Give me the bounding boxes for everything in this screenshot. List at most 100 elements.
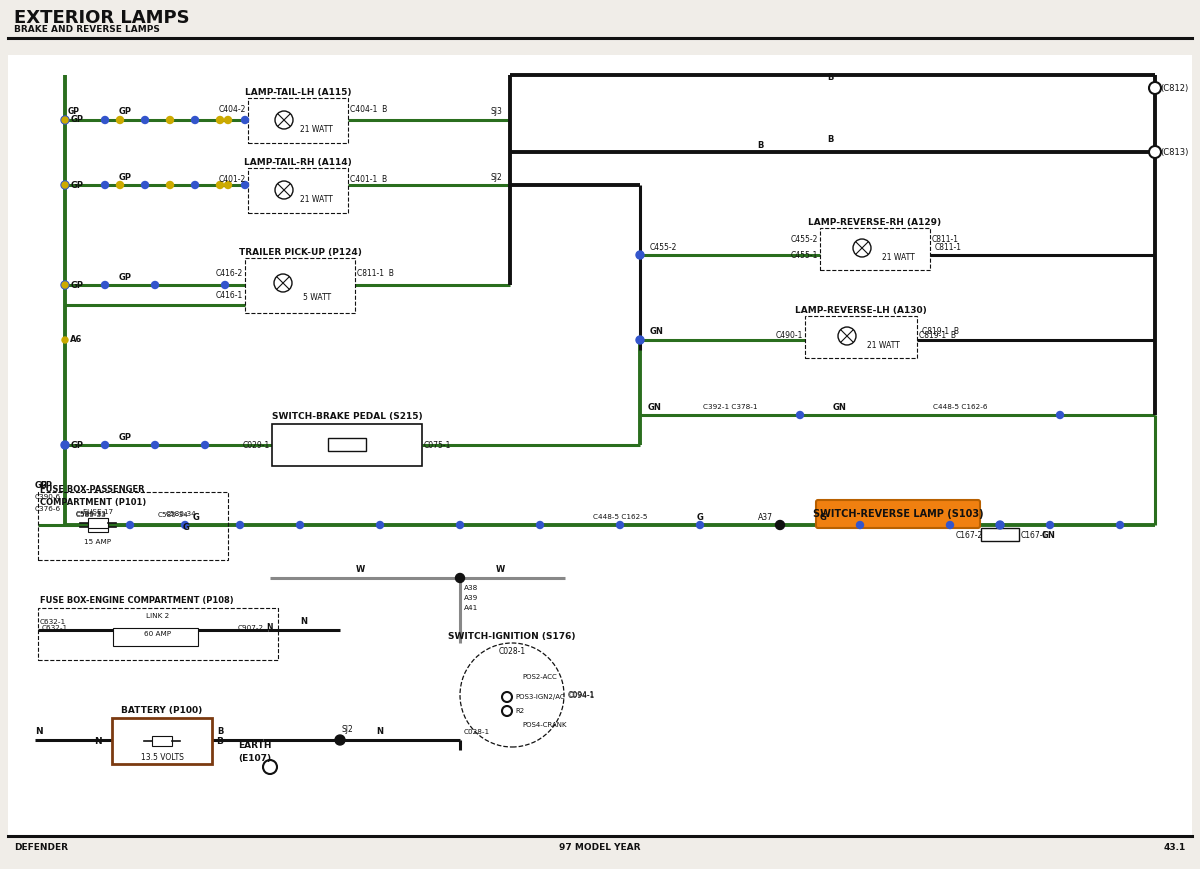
Text: A6: A6 (70, 335, 83, 344)
Circle shape (151, 282, 158, 289)
Text: C167-1: C167-1 (1021, 530, 1049, 540)
Text: 97 MODEL YEAR: 97 MODEL YEAR (559, 844, 641, 852)
Circle shape (275, 111, 293, 129)
Text: 21 WATT: 21 WATT (866, 342, 899, 350)
Circle shape (236, 521, 244, 528)
Circle shape (857, 521, 864, 528)
Text: GP: GP (71, 116, 84, 124)
Circle shape (456, 521, 463, 528)
Circle shape (116, 116, 124, 123)
Circle shape (947, 521, 954, 528)
Text: C580-34: C580-34 (158, 512, 188, 518)
Text: EXTERIOR LAMPS: EXTERIOR LAMPS (14, 9, 190, 27)
Text: C589-33: C589-33 (76, 512, 107, 518)
Circle shape (61, 116, 70, 124)
Text: N: N (35, 727, 43, 737)
Circle shape (126, 521, 133, 528)
Circle shape (192, 116, 198, 123)
Text: GP: GP (68, 108, 80, 116)
FancyBboxPatch shape (816, 500, 980, 528)
Circle shape (797, 412, 804, 419)
Text: G: G (820, 513, 827, 521)
Bar (88, 522, 108, 532)
Circle shape (1046, 521, 1054, 528)
Circle shape (275, 181, 293, 199)
Circle shape (263, 760, 277, 774)
Circle shape (502, 706, 512, 716)
Text: C819-1  B: C819-1 B (922, 328, 959, 336)
Text: LAMP-REVERSE-RH (A129): LAMP-REVERSE-RH (A129) (809, 217, 942, 227)
Text: C094-1: C094-1 (569, 692, 595, 698)
Circle shape (1150, 146, 1162, 158)
Text: C455-1: C455-1 (791, 251, 818, 261)
Text: 21 WATT: 21 WATT (882, 254, 914, 262)
Text: G: G (696, 513, 703, 521)
Text: (C813): (C813) (1160, 148, 1188, 156)
Bar (38, 492, 228, 560)
Circle shape (224, 116, 232, 123)
Text: 13.5 VOLTS: 13.5 VOLTS (140, 753, 184, 762)
Text: W: W (496, 566, 505, 574)
Text: C028-1: C028-1 (498, 647, 526, 655)
Circle shape (776, 521, 784, 528)
Circle shape (61, 281, 70, 289)
Circle shape (216, 116, 223, 123)
Circle shape (636, 251, 644, 259)
Text: C448-5 C162-6: C448-5 C162-6 (932, 404, 988, 410)
Text: LAMP-TAIL-LH (A115): LAMP-TAIL-LH (A115) (245, 88, 352, 96)
Circle shape (216, 182, 223, 189)
Text: COMPARTMENT (P101): COMPARTMENT (P101) (40, 497, 146, 507)
Text: N: N (94, 737, 102, 746)
Text: 43.1: 43.1 (1164, 844, 1186, 852)
Text: A37: A37 (758, 513, 773, 521)
Text: GP: GP (71, 281, 84, 289)
Bar (982, 528, 1019, 541)
Circle shape (167, 116, 174, 123)
Text: FUSE 17: FUSE 17 (83, 509, 113, 515)
Text: LAMP-REVERSE-LH (A130): LAMP-REVERSE-LH (A130) (796, 306, 926, 315)
Text: GP: GP (119, 433, 132, 441)
Text: C632-1: C632-1 (42, 625, 68, 631)
Text: C404-1  B: C404-1 B (350, 105, 388, 115)
Circle shape (202, 441, 209, 448)
Circle shape (241, 182, 248, 189)
Text: GN: GN (648, 402, 662, 412)
Circle shape (617, 521, 624, 528)
Text: GP: GP (119, 108, 132, 116)
Circle shape (996, 521, 1004, 529)
Circle shape (1056, 412, 1063, 419)
Text: POS3-IGN2/AC: POS3-IGN2/AC (515, 694, 565, 700)
Text: C811-1: C811-1 (932, 235, 959, 244)
Circle shape (241, 116, 248, 123)
Text: C392-1 C378-1: C392-1 C378-1 (703, 404, 757, 410)
Circle shape (142, 116, 149, 123)
Text: N: N (300, 618, 307, 627)
Text: C632-1: C632-1 (40, 619, 66, 625)
Bar (38, 608, 278, 660)
Circle shape (151, 441, 158, 448)
Text: GP: GP (119, 173, 132, 182)
Text: GP: GP (71, 441, 84, 449)
Bar (112, 718, 212, 764)
Text: C028-1: C028-1 (464, 729, 490, 735)
Circle shape (62, 182, 68, 188)
Circle shape (167, 182, 174, 189)
Text: B: B (217, 727, 223, 737)
Circle shape (61, 181, 70, 189)
Circle shape (274, 274, 292, 292)
Text: G: G (193, 513, 200, 521)
Circle shape (775, 521, 785, 529)
Circle shape (62, 337, 68, 343)
Text: C167-2: C167-2 (955, 530, 983, 540)
Text: SJ3: SJ3 (490, 108, 502, 116)
Circle shape (116, 182, 124, 189)
Text: 15 AMP: 15 AMP (84, 539, 112, 545)
Text: C404-2: C404-2 (218, 105, 246, 115)
Text: B: B (757, 141, 763, 149)
Text: LINK 2: LINK 2 (146, 613, 169, 619)
Text: SWITCH-REVERSE LAMP (S103): SWITCH-REVERSE LAMP (S103) (812, 509, 983, 519)
Circle shape (102, 441, 108, 448)
Text: C401-1  B: C401-1 B (350, 176, 388, 184)
Circle shape (377, 521, 384, 528)
Text: EARTH: EARTH (239, 741, 271, 751)
